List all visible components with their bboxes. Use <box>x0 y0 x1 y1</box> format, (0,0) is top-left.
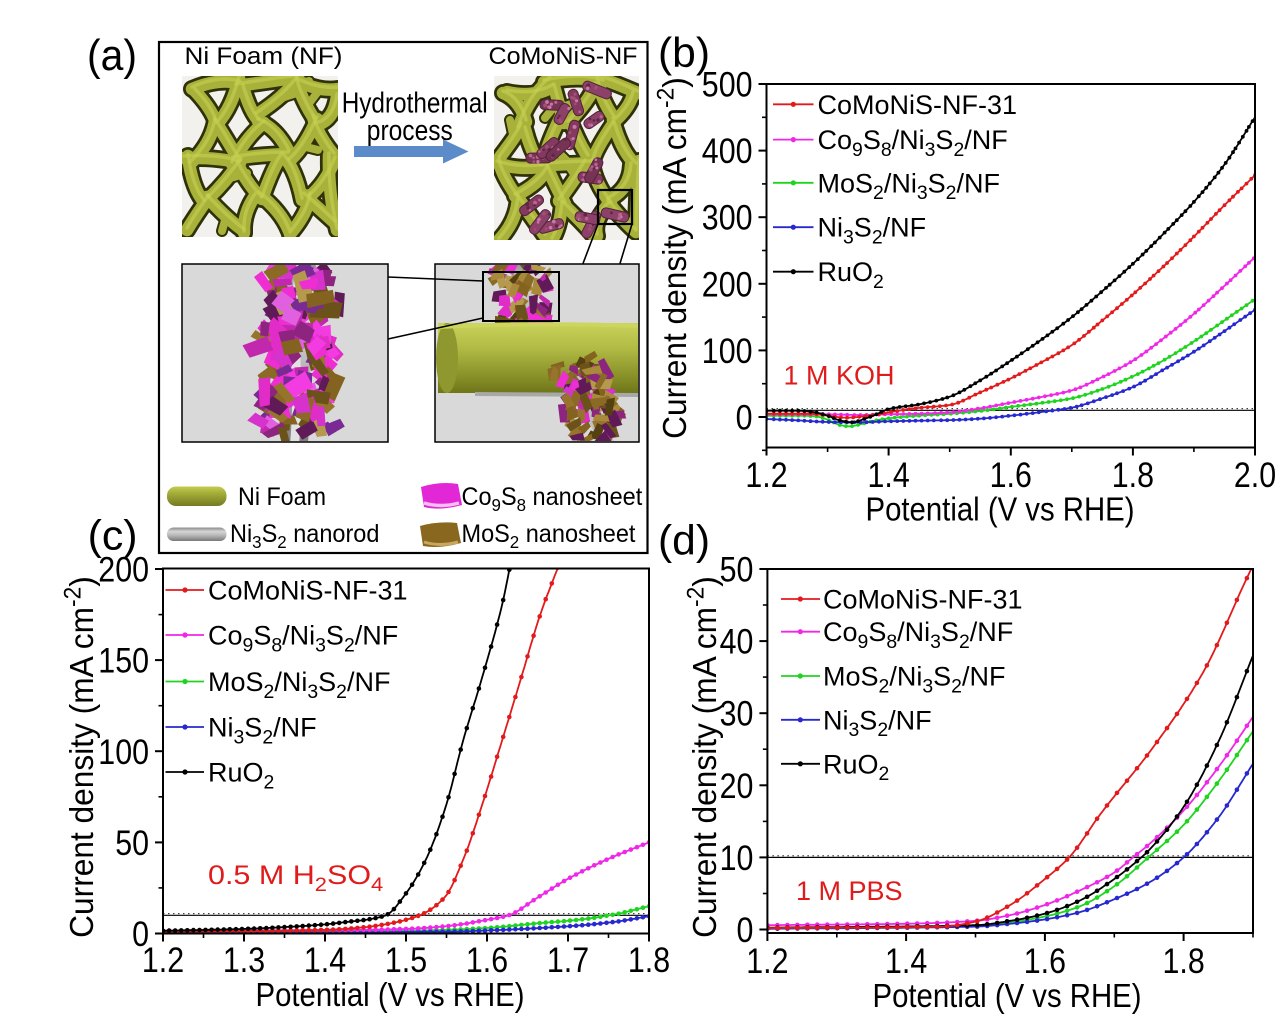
svg-text:CoMoNiS-NF-31: CoMoNiS-NF-31 <box>818 90 1018 120</box>
svg-text:MoS2/Ni3S2/NF: MoS2/Ni3S2/NF <box>818 168 1000 204</box>
svg-text:0: 0 <box>736 398 753 438</box>
svg-text:Ni3S2/NF: Ni3S2/NF <box>818 213 927 249</box>
svg-text:1.6: 1.6 <box>466 940 508 980</box>
svg-text:Co9S8 nanosheet: Co9S8 nanosheet <box>462 483 643 515</box>
svg-text:400: 400 <box>702 131 753 171</box>
svg-text:1 M PBS: 1 M PBS <box>796 876 903 906</box>
svg-text:(d): (d) <box>658 517 710 564</box>
svg-text:Potential (V vs RHE): Potential (V vs RHE) <box>873 977 1142 1014</box>
svg-text:Ni3S2/NF: Ni3S2/NF <box>208 713 317 749</box>
svg-text:RuO2: RuO2 <box>208 758 274 794</box>
svg-text:Potential (V vs RHE): Potential (V vs RHE) <box>256 976 525 1013</box>
svg-text:MoS2/Ni3S2/NF: MoS2/Ni3S2/NF <box>823 662 1005 698</box>
svg-text:(c): (c) <box>88 512 138 559</box>
svg-text:1.8: 1.8 <box>1112 455 1154 495</box>
svg-text:Ni3S2 nanorod: Ni3S2 nanorod <box>230 520 379 552</box>
svg-text:Ni Foam: Ni Foam <box>238 483 326 511</box>
svg-text:1.4: 1.4 <box>304 940 346 980</box>
svg-text:CoMoNiS-NF-31: CoMoNiS-NF-31 <box>823 585 1023 615</box>
svg-text:100: 100 <box>98 732 149 772</box>
svg-text:1.3: 1.3 <box>223 940 265 980</box>
svg-text:Co9S8/Ni3S2/NF: Co9S8/Ni3S2/NF <box>208 621 398 657</box>
svg-text:1.4: 1.4 <box>868 455 910 495</box>
svg-text:1 M KOH: 1 M KOH <box>784 361 895 391</box>
svg-text:1.8: 1.8 <box>628 940 670 980</box>
svg-text:1.5: 1.5 <box>385 940 427 980</box>
svg-text:0: 0 <box>132 914 149 954</box>
svg-text:1.2: 1.2 <box>142 940 184 980</box>
svg-text:1.6: 1.6 <box>1024 941 1066 981</box>
svg-text:20: 20 <box>720 766 754 806</box>
svg-text:150: 150 <box>98 641 149 681</box>
svg-text:Hydrothermal: Hydrothermal <box>342 88 488 120</box>
svg-text:1.7: 1.7 <box>547 940 589 980</box>
svg-text:50: 50 <box>720 550 754 590</box>
svg-text:RuO2: RuO2 <box>818 257 884 293</box>
svg-text:Current density (mA cm-2): Current density (mA cm-2) <box>682 576 723 938</box>
svg-text:Current density (mA cm-2): Current density (mA cm-2) <box>59 576 100 938</box>
svg-text:1.6: 1.6 <box>990 455 1032 495</box>
svg-text:CoMoNiS-NF: CoMoNiS-NF <box>489 43 638 70</box>
svg-text:MoS2/Ni3S2/NF: MoS2/Ni3S2/NF <box>208 667 390 703</box>
svg-text:300: 300 <box>702 198 753 238</box>
svg-text:200: 200 <box>98 550 149 590</box>
svg-text:(b): (b) <box>658 29 710 76</box>
svg-text:Co9S8/Ni3S2/NF: Co9S8/Ni3S2/NF <box>818 125 1008 161</box>
svg-text:Ni Foam (NF): Ni Foam (NF) <box>185 43 343 70</box>
svg-text:MoS2 nanosheet: MoS2 nanosheet <box>462 520 636 552</box>
svg-text:RuO2: RuO2 <box>823 749 889 785</box>
svg-text:0: 0 <box>737 910 754 950</box>
svg-text:(a): (a) <box>87 31 137 80</box>
svg-text:30: 30 <box>720 694 754 734</box>
svg-text:200: 200 <box>702 264 753 304</box>
svg-text:CoMoNiS-NF-31: CoMoNiS-NF-31 <box>208 576 408 606</box>
svg-text:500: 500 <box>702 65 753 105</box>
svg-text:1.2: 1.2 <box>745 455 787 495</box>
svg-text:1.2: 1.2 <box>746 941 788 981</box>
svg-text:50: 50 <box>115 823 149 863</box>
svg-text:Co9S8/Ni3S2/NF: Co9S8/Ni3S2/NF <box>823 617 1013 653</box>
svg-text:Ni3S2/NF: Ni3S2/NF <box>823 705 932 741</box>
svg-text:process: process <box>367 115 453 147</box>
svg-text:Current density (mA cm-2): Current density (mA cm-2) <box>652 77 693 439</box>
svg-text:0.5 M H2SO4: 0.5 M H2SO4 <box>208 861 383 896</box>
svg-text:40: 40 <box>720 622 754 662</box>
svg-text:2.0: 2.0 <box>1234 455 1276 495</box>
svg-text:10: 10 <box>720 838 754 878</box>
svg-text:Potential (V vs RHE): Potential (V vs RHE) <box>866 491 1135 528</box>
svg-text:100: 100 <box>702 331 753 371</box>
svg-text:1.4: 1.4 <box>885 941 927 981</box>
svg-text:1.8: 1.8 <box>1163 941 1205 981</box>
